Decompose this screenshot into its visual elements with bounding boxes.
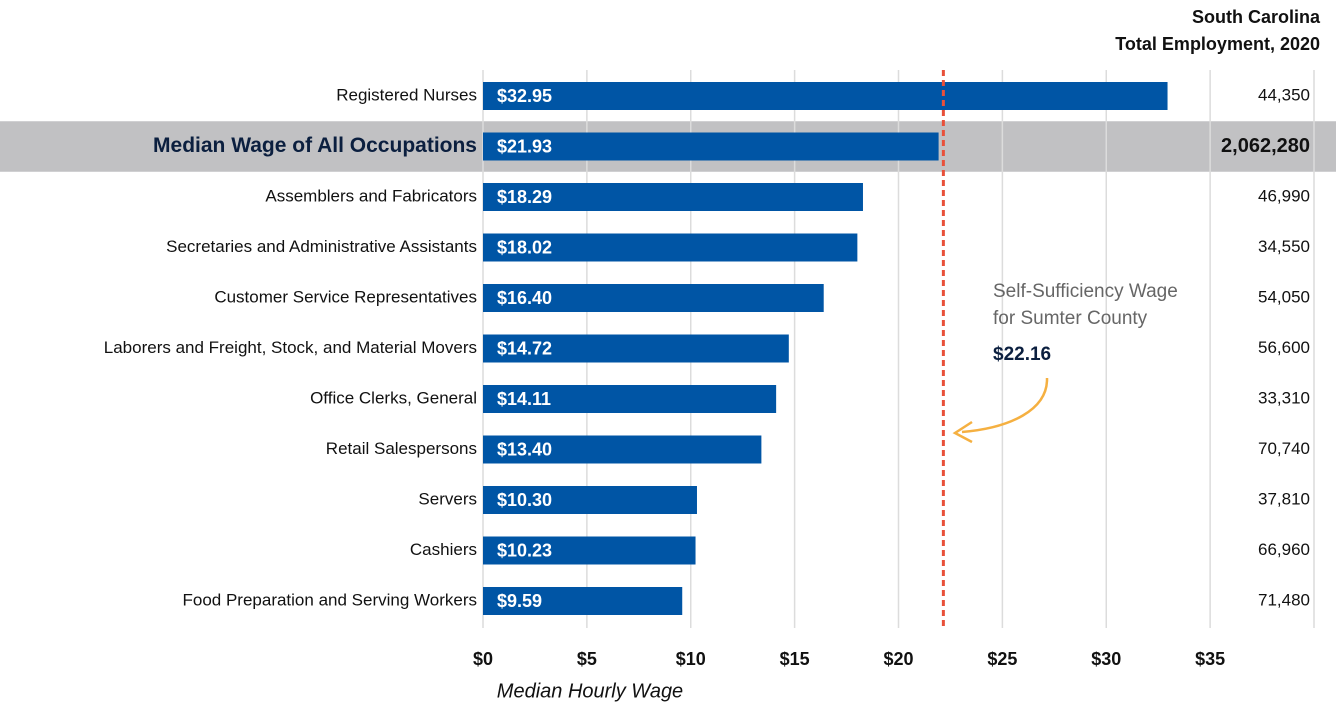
employment-value: 71,480 [1258, 590, 1310, 609]
bar [483, 82, 1168, 110]
category-label: Secretaries and Administrative Assistant… [166, 237, 477, 256]
value-label: $16.40 [497, 288, 552, 308]
category-label: Median Wage of All Occupations [153, 134, 477, 157]
bar [483, 385, 777, 413]
x-tick-label: $35 [1195, 649, 1225, 669]
value-label: $13.40 [497, 439, 552, 459]
x-axis-label: Median Hourly Wage [497, 680, 683, 702]
value-label: $18.29 [497, 187, 552, 207]
employment-value: 44,350 [1258, 85, 1310, 104]
foreground-layer: $0 $5 $10 $15 $20 $25 $30 $35 Median Hourly Wage… [104, 7, 1321, 703]
employment-value: 33,310 [1258, 388, 1310, 407]
category-label: Cashiers [410, 540, 477, 559]
category-label: Servers [418, 489, 477, 508]
annotation-arrow [961, 377, 1049, 434]
annotation-text: Self-Sufficiency Wage [993, 281, 1178, 302]
category-label: Retail Salespersons [326, 439, 477, 458]
bar [483, 486, 697, 514]
value-label: $14.72 [497, 338, 552, 358]
employment-value: 37,810 [1258, 489, 1310, 508]
bar [483, 435, 762, 464]
x-tick-label: $10 [676, 649, 706, 669]
bar [483, 132, 939, 161]
value-label: $10.30 [497, 490, 552, 510]
value-label: $18.02 [497, 237, 552, 257]
annotation-value: $22.16 [993, 344, 1051, 365]
x-tick-label: $0 [473, 649, 493, 669]
value-label: $32.95 [497, 86, 552, 106]
value-label: $14.11 [497, 389, 551, 409]
x-tick-label: $20 [883, 649, 913, 669]
value-label: $9.59 [497, 591, 542, 611]
employment-header: South Carolina [1192, 7, 1321, 27]
employment-value: 56,600 [1258, 338, 1310, 357]
employment-value: 54,050 [1258, 287, 1310, 306]
x-tick-label: $5 [577, 649, 597, 669]
value-label: $10.23 [497, 540, 552, 560]
bar [483, 233, 858, 262]
bar [483, 183, 863, 211]
bar [483, 284, 824, 312]
employment-value: 46,990 [1258, 186, 1310, 205]
x-tick-label: $15 [780, 649, 810, 669]
employment-value: 70,740 [1258, 439, 1310, 458]
category-label: Food Preparation and Serving Workers [182, 590, 477, 609]
category-label: Customer Service Representatives [214, 287, 477, 306]
employment-value: 34,550 [1258, 237, 1310, 256]
category-label: Laborers and Freight, Stock, and Materia… [104, 338, 477, 357]
bar [483, 334, 789, 363]
annotation-arrowhead [952, 420, 973, 444]
category-label: Office Clerks, General [310, 388, 477, 407]
annotation-text: for Sumter County [993, 308, 1148, 329]
employment-value: 66,960 [1258, 540, 1310, 559]
value-label: $21.93 [497, 136, 552, 156]
background-layer [0, 70, 1336, 628]
x-tick-label: $30 [1091, 649, 1121, 669]
category-label: Assemblers and Fabricators [265, 186, 477, 205]
x-tick-label: $25 [987, 649, 1017, 669]
employment-value: 2,062,280 [1221, 135, 1310, 157]
category-label: Registered Nurses [336, 85, 477, 104]
employment-header: Total Employment, 2020 [1115, 34, 1320, 54]
bar [483, 587, 683, 615]
bar [483, 536, 696, 565]
